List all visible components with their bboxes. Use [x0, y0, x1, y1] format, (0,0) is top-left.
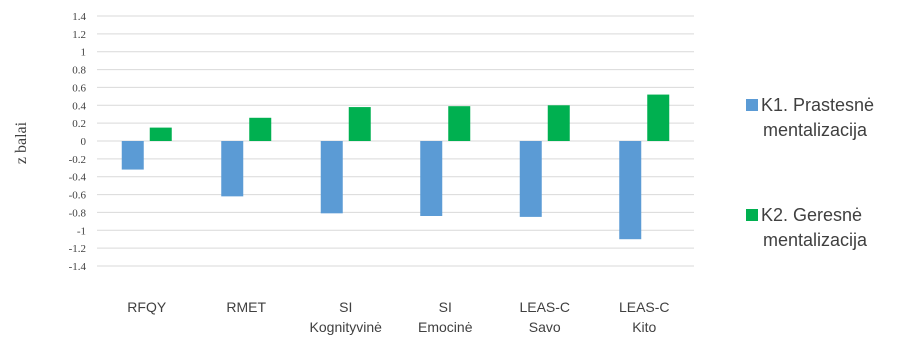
y-tick-labels: -1.4 -1.2 -1 -0.8 -0.6 -0.4 -0.2 0 0.2 0.4 0.6 0.8 1…	[69, 11, 87, 273]
y-tick-label: 0.8	[72, 65, 86, 77]
category-label: SI	[439, 299, 452, 315]
legend-swatch-k1	[746, 99, 758, 111]
legend-label-k2-line2: mentalizacija	[763, 230, 868, 250]
bar-k1	[320, 141, 343, 214]
category-label: LEAS-C	[519, 299, 570, 315]
legend-label-k2-line1: K2. Geresnė	[761, 205, 863, 225]
y-tick-label: 1.2	[72, 29, 86, 41]
y-tick-label: -0.2	[69, 154, 86, 166]
y-tick-label: -1	[77, 225, 86, 237]
y-tick-label: -1.4	[69, 261, 87, 273]
y-tick-label: 0.4	[72, 100, 86, 112]
bar-k2	[448, 106, 471, 141]
grid-lines	[97, 15, 694, 267]
category-label: Emocinė	[418, 319, 473, 335]
category-label: RFQY	[127, 299, 167, 315]
legend-label-k1-line2: mentalizacija	[763, 120, 868, 140]
legend-item-k2: K2. Geresnė mentalizacija	[746, 203, 867, 253]
y-tick-label: -0.4	[69, 172, 87, 184]
legend-label-k1-line1: K1. Prastesnė	[761, 95, 875, 115]
category-label: SI	[339, 299, 352, 315]
legend-2: K2. Geresnė mentalizacija	[746, 203, 867, 253]
bar-k2	[249, 117, 272, 141]
category-label: LEAS-C	[619, 299, 670, 315]
bar-k2	[348, 107, 371, 141]
y-tick-label: -1.2	[69, 243, 86, 255]
category-label: Kognityvinė	[310, 319, 383, 335]
bar-k2	[149, 127, 172, 141]
bars	[121, 94, 670, 240]
y-tick-label: 0.2	[72, 118, 86, 130]
category-label: Savo	[529, 319, 561, 335]
category-label: RMET	[226, 299, 266, 315]
bar-k2	[547, 105, 570, 141]
legend-swatch-k2	[746, 209, 758, 221]
category-labels: RFQY RMET SI Kognityvinė SI Emocinė LEAS-C Savo…	[127, 299, 669, 335]
category-label: Kito	[632, 319, 656, 335]
y-axis-label: z balai	[13, 121, 30, 164]
bar-k1	[221, 141, 244, 197]
y-tick-label: 1.4	[72, 11, 86, 23]
y-tick-label: 1	[81, 47, 87, 59]
legend-item-k1: K1. Prastesnė mentalizacija	[746, 93, 874, 143]
legend: K1. Prastesnė mentalizacija	[746, 93, 874, 143]
y-tick-label: -0.8	[69, 207, 87, 219]
bar-k1	[121, 141, 144, 170]
bar-k2	[647, 94, 670, 141]
y-tick-label: -0.6	[69, 190, 87, 202]
bar-k1	[619, 141, 642, 240]
bar-k1	[420, 141, 443, 216]
y-tick-label: 0	[81, 136, 87, 148]
bar-k1	[519, 141, 542, 217]
y-tick-label: 0.6	[72, 82, 86, 94]
